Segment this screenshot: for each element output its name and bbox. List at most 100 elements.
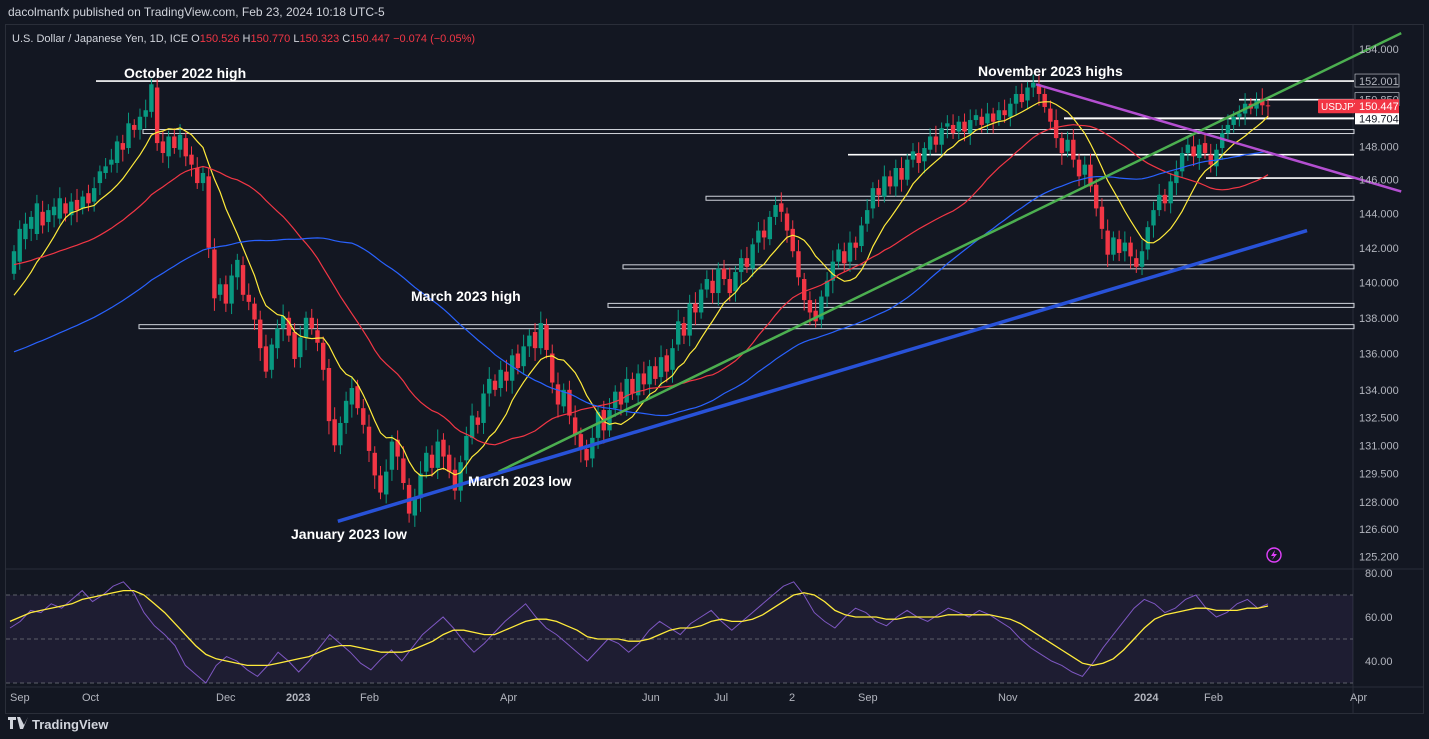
candle-body (968, 120, 973, 134)
candle-body (429, 454, 435, 468)
candle-body (1002, 110, 1007, 116)
candle-body (864, 210, 870, 224)
chart-frame[interactable]: 154.000152.001150.850149.704148.000146.0… (5, 24, 1424, 714)
candle-body (389, 441, 395, 470)
legend-l-value: 150.323 (299, 33, 342, 45)
candle-body (853, 242, 858, 248)
candle-body (996, 110, 1002, 121)
candle-body (790, 228, 795, 252)
candle-body (990, 113, 996, 122)
candle-body (160, 141, 166, 154)
candle-body (86, 193, 91, 204)
candle-body (292, 332, 297, 359)
price-axis-label: 134.000 (1359, 385, 1399, 397)
candle-body (945, 123, 950, 127)
candle-body (1094, 184, 1099, 209)
candle-body (298, 337, 303, 358)
candle-body (1208, 154, 1213, 165)
annotation-label: January 2023 low (291, 526, 407, 542)
candle-body (813, 310, 818, 322)
candle-body (916, 153, 921, 163)
candle-body (1157, 194, 1162, 211)
candle-body (550, 353, 555, 383)
candle-body (223, 284, 229, 304)
candle-body (97, 171, 103, 184)
price-axis-label: 129.500 (1359, 469, 1399, 481)
candle-body (859, 225, 864, 247)
chart-canvas[interactable]: 154.000152.001150.850149.704148.000146.0… (6, 25, 1423, 713)
symbol-tag-bg (1318, 99, 1355, 114)
candle-body (607, 410, 612, 431)
candle-body (469, 415, 475, 438)
candle-body (366, 426, 372, 451)
moving-average-red (13, 124, 1269, 446)
candle-body (263, 346, 269, 372)
candle-body (647, 366, 652, 385)
candle-body (28, 216, 34, 229)
candle-body (74, 199, 80, 211)
time-axis-label: Sep (10, 692, 30, 704)
candle-body (1065, 139, 1070, 152)
price-axis-label: 125.200 (1359, 551, 1399, 563)
candle-body (693, 303, 698, 313)
candle-body (315, 330, 320, 343)
candle-body (819, 296, 824, 320)
candle-body (899, 167, 904, 180)
legend-c-value: 150.447 (350, 33, 393, 45)
candle-body (275, 328, 280, 349)
candle-body (1059, 138, 1065, 154)
trendline-purple[interactable] (1035, 83, 1402, 193)
candle-body (956, 121, 961, 132)
candle-body (1162, 194, 1168, 204)
candle-body (939, 128, 944, 145)
candle-body (1122, 242, 1128, 252)
candle-body (1202, 143, 1208, 154)
trendline-green[interactable] (498, 32, 1402, 473)
candle-body (572, 417, 578, 435)
tradingview-footer[interactable]: TradingView (8, 716, 108, 734)
time-axis-label: Apr (500, 692, 517, 704)
candle-body (332, 419, 337, 446)
candle-body (796, 251, 801, 278)
candle-body (57, 198, 63, 219)
candle-body (1260, 98, 1265, 106)
price-axis-label: 149.704 (1359, 113, 1399, 125)
candle-body (361, 408, 366, 425)
candle-body (1214, 149, 1219, 167)
support-resistance-band (142, 129, 1355, 135)
candle-body (91, 188, 97, 202)
candle-body (779, 203, 784, 212)
trendline-blue[interactable] (337, 228, 1308, 523)
candle-body (1025, 87, 1030, 101)
candle-body (1185, 144, 1191, 154)
candle-body (567, 389, 572, 416)
lightning-icon[interactable] (1266, 547, 1282, 563)
candle-body (504, 371, 509, 381)
time-axis-label: Jun (642, 692, 660, 704)
candle-body (561, 389, 566, 407)
candle-body (418, 473, 423, 499)
candle-body (1225, 124, 1231, 134)
price-axis-label: 144.000 (1359, 209, 1399, 221)
time-axis-label: Apr (1350, 692, 1367, 704)
price-level-tag-bg (1355, 111, 1399, 125)
time-axis-label: 2024 (1134, 692, 1159, 704)
time-axis-label: Feb (1204, 692, 1223, 704)
candle-body (933, 136, 939, 145)
candle-body (114, 141, 120, 163)
candle-body (321, 342, 326, 370)
candle-body (1036, 84, 1042, 94)
candle-body (280, 316, 286, 329)
candle-body (767, 216, 773, 240)
support-resistance-band (138, 324, 1355, 330)
price-axis-label: 152.001 (1359, 76, 1399, 88)
candle-body (750, 244, 755, 269)
price-axis-label: 132.500 (1359, 412, 1399, 424)
price-axis-label: 131.000 (1359, 440, 1399, 452)
candle-body (710, 280, 715, 294)
candle-body (1191, 146, 1196, 157)
candle-body (847, 242, 853, 262)
time-axis-label: 2023 (286, 692, 310, 704)
candle-body (200, 173, 206, 184)
candle-body (258, 319, 263, 349)
